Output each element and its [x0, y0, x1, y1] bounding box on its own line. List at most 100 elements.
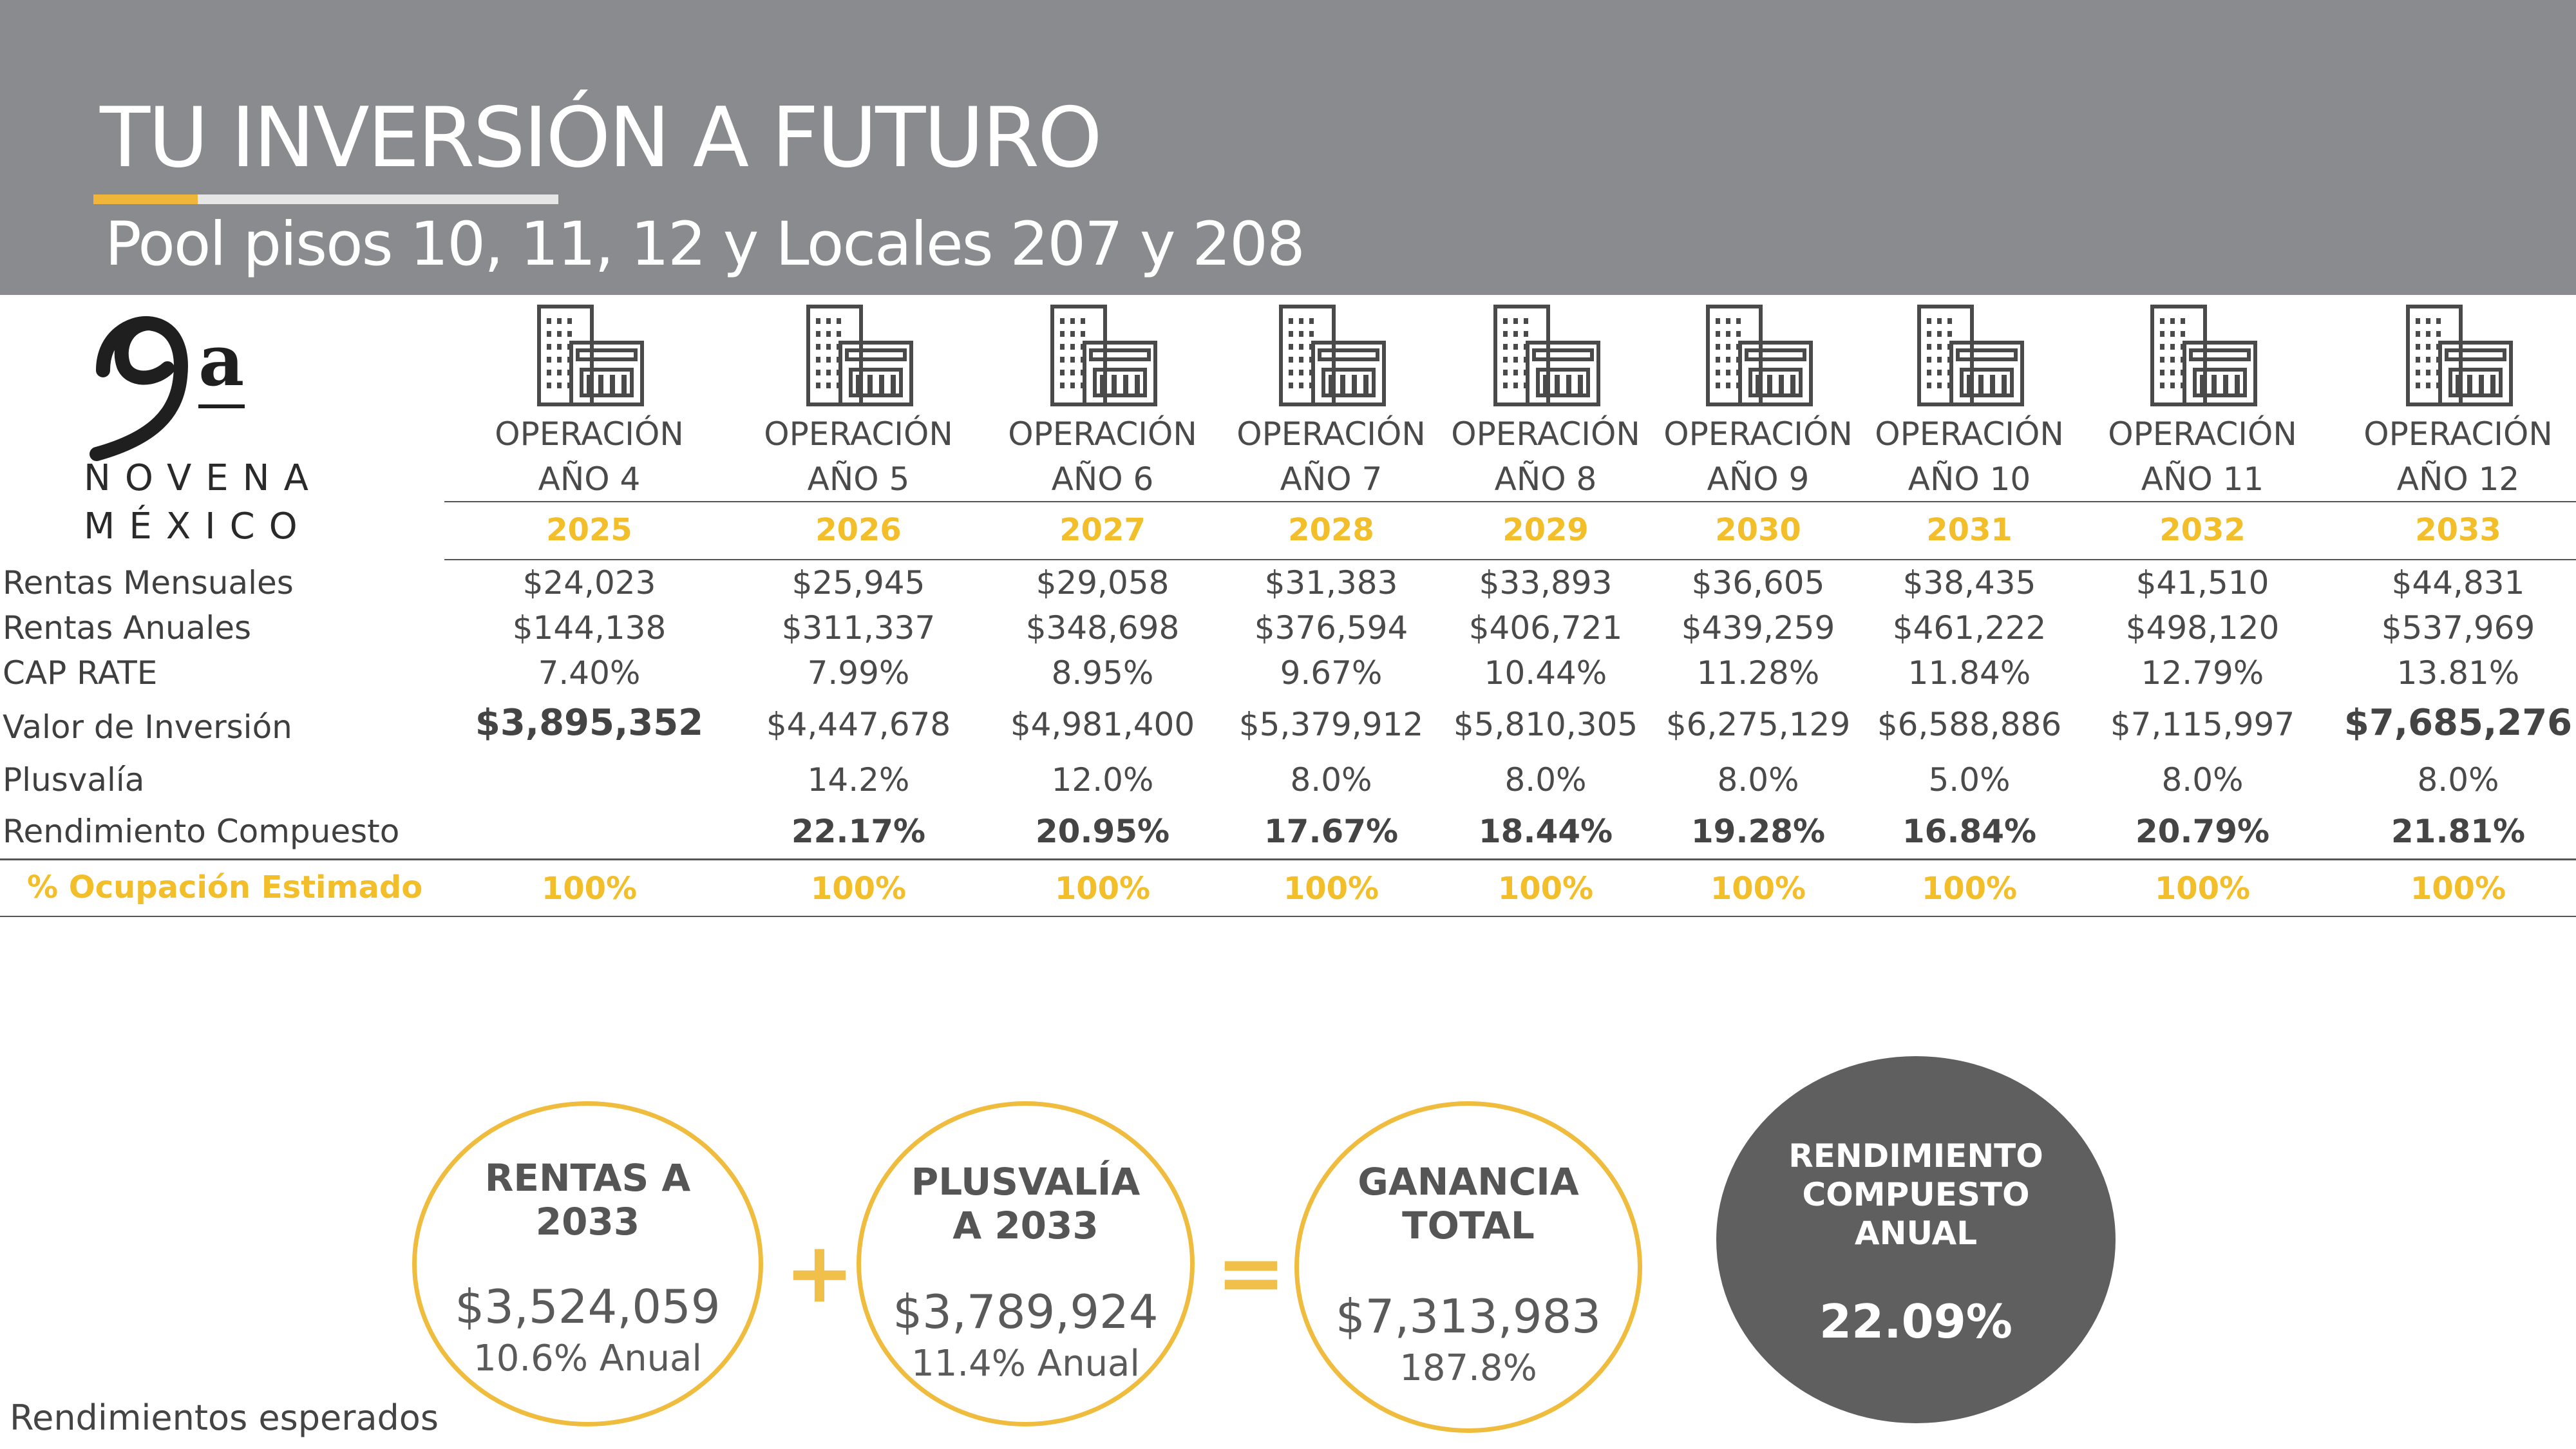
column-year: 2030 — [1715, 512, 1801, 548]
column-operacion: OPERACIÓN — [1008, 415, 1197, 453]
cell-rendimiento: 17.67% — [1264, 813, 1399, 850]
cell-rentas-anuales: $461,222 — [1892, 609, 2047, 647]
cell-rendimiento: 18.44% — [1478, 813, 1613, 850]
table-rule — [444, 559, 2576, 560]
cell-rentas-anuales: $406,721 — [1468, 609, 1623, 647]
cell-rentas-anuales: $311,337 — [781, 609, 936, 647]
logo-text-novena: NOVENA — [84, 457, 323, 499]
cell-valor-inversion: $6,275,129 — [1665, 706, 1851, 743]
building-icon — [1279, 305, 1386, 406]
ganancia-title-1: GANANCIA — [1358, 1160, 1579, 1204]
cell-rendimiento: 16.84% — [1902, 813, 2037, 850]
cell-rentas-mensuales: $36,605 — [1691, 564, 1825, 601]
rendimiento-title-2: COMPUESTO — [1802, 1176, 2030, 1213]
cell-valor-inversion: $4,447,678 — [766, 706, 951, 743]
plusvalia-sub: 11.4% Anual — [911, 1343, 1140, 1385]
building-icon — [2150, 305, 2257, 406]
rendimiento-value: 22.09% — [1819, 1294, 2012, 1349]
title-underline — [198, 194, 558, 204]
cell-plusvalia: 8.0% — [2161, 761, 2244, 799]
novena-logo: a — [90, 316, 245, 461]
header-banner — [0, 0, 2576, 295]
column-operacion: OPERACIÓN — [2108, 415, 2297, 453]
building-icon — [1493, 305, 1600, 406]
table-rule — [0, 858, 2576, 860]
plusvalia-value: $3,789,924 — [893, 1285, 1159, 1339]
page-title: TU INVERSIÓN A FUTURO — [100, 90, 1103, 186]
cell-cap-rate: 12.79% — [2141, 654, 2264, 692]
rentas-title-1: RENTAS A — [484, 1156, 691, 1200]
column-anio: AÑO 12 — [2396, 460, 2520, 498]
rentas-circle: RENTAS A 2033 $3,524,059 10.6% Anual — [412, 1101, 763, 1426]
cell-cap-rate: 7.40% — [538, 654, 641, 692]
column-anio: AÑO 11 — [2141, 460, 2264, 498]
cell-plusvalia: 8.0% — [2417, 761, 2499, 799]
ganancia-sub: 187.8% — [1399, 1347, 1537, 1389]
cell-valor-inversion: $7,115,997 — [2110, 706, 2295, 743]
table-rule — [444, 501, 2576, 502]
cell-ocupacion: 100% — [2410, 871, 2506, 907]
cell-plusvalia: 8.0% — [1290, 761, 1372, 799]
cell-ocupacion: 100% — [1710, 871, 1806, 907]
cell-ocupacion: 100% — [2154, 871, 2251, 907]
row-label-cap-rate: CAP RATE — [3, 654, 158, 692]
column-anio: AÑO 6 — [1051, 460, 1154, 498]
cell-rendimiento: 20.95% — [1035, 813, 1170, 850]
cell-plusvalia: 14.2% — [807, 761, 910, 799]
title-underline-accent — [93, 194, 198, 204]
rendimiento-title-3: ANUAL — [1854, 1215, 1978, 1252]
cell-cap-rate: 8.95% — [1051, 654, 1154, 692]
row-label-valor-inversion: Valor de Inversión — [3, 708, 292, 746]
cell-rentas-anuales: $376,594 — [1254, 609, 1408, 647]
column-operacion: OPERACIÓN — [1663, 415, 1853, 453]
plus-sign: + — [784, 1224, 855, 1321]
cell-plusvalia: 8.0% — [1717, 761, 1799, 799]
cell-valor-inversion: $3,895,352 — [475, 702, 704, 744]
footnote: Rendimientos esperados — [10, 1397, 439, 1438]
cell-ocupacion: 100% — [1054, 871, 1151, 907]
cell-rentas-mensuales: $24,023 — [522, 564, 656, 601]
column-year: 2025 — [546, 512, 632, 548]
cell-rentas-anuales: $348,698 — [1025, 609, 1180, 647]
cell-valor-inversion: $5,810,305 — [1453, 706, 1638, 743]
cell-rendimiento: 19.28% — [1690, 813, 1826, 850]
cell-cap-rate: 13.81% — [2396, 654, 2520, 692]
cell-cap-rate: 11.28% — [1696, 654, 1820, 692]
column-operacion: OPERACIÓN — [1236, 415, 1426, 453]
column-operacion: OPERACIÓN — [1875, 415, 2064, 453]
row-label-rentas-anuales: Rentas Anuales — [3, 609, 252, 647]
cell-plusvalia: 12.0% — [1051, 761, 1154, 799]
cell-plusvalia: 5.0% — [1928, 761, 2011, 799]
column-anio: AÑO 4 — [538, 460, 641, 498]
rentas-value: $3,524,059 — [455, 1280, 721, 1334]
building-icon — [1917, 305, 2024, 406]
row-label-plusvalia: Plusvalía — [3, 761, 145, 799]
cell-ocupacion: 100% — [1283, 871, 1379, 907]
cell-rentas-mensuales: $29,058 — [1036, 564, 1170, 601]
column-year: 2032 — [2159, 512, 2246, 548]
cell-plusvalia: 8.0% — [1504, 761, 1587, 799]
cell-rendimiento: 20.79% — [2135, 813, 2270, 850]
row-label-rendimiento: Rendimiento Compuesto — [3, 813, 400, 850]
plusvalia-title-1: PLUSVALÍA — [911, 1160, 1141, 1204]
column-operacion: OPERACIÓN — [764, 415, 953, 453]
cell-valor-inversion: $5,379,912 — [1238, 706, 1424, 743]
plusvalia-title-2: A 2033 — [952, 1204, 1099, 1247]
column-anio: AÑO 10 — [1908, 460, 2031, 498]
column-anio: AÑO 8 — [1494, 460, 1597, 498]
building-icon — [2406, 305, 2513, 406]
cell-rentas-mensuales: $31,383 — [1264, 564, 1398, 601]
cell-rentas-anuales: $498,120 — [2125, 609, 2280, 647]
column-year: 2028 — [1288, 512, 1374, 548]
cell-ocupacion: 100% — [1497, 871, 1594, 907]
cell-rentas-mensuales: $38,435 — [1902, 564, 2036, 601]
column-year: 2029 — [1502, 512, 1589, 548]
building-icon — [537, 305, 644, 406]
row-label-rentas-mensuales: Rentas Mensuales — [3, 564, 294, 601]
column-year: 2033 — [2415, 512, 2501, 548]
cell-rendimiento: 22.17% — [791, 813, 926, 850]
rendimiento-title-1: RENDIMIENTO — [1788, 1137, 2043, 1175]
building-icon — [1050, 305, 1157, 406]
building-icon — [806, 305, 913, 406]
cell-cap-rate: 7.99% — [807, 654, 910, 692]
